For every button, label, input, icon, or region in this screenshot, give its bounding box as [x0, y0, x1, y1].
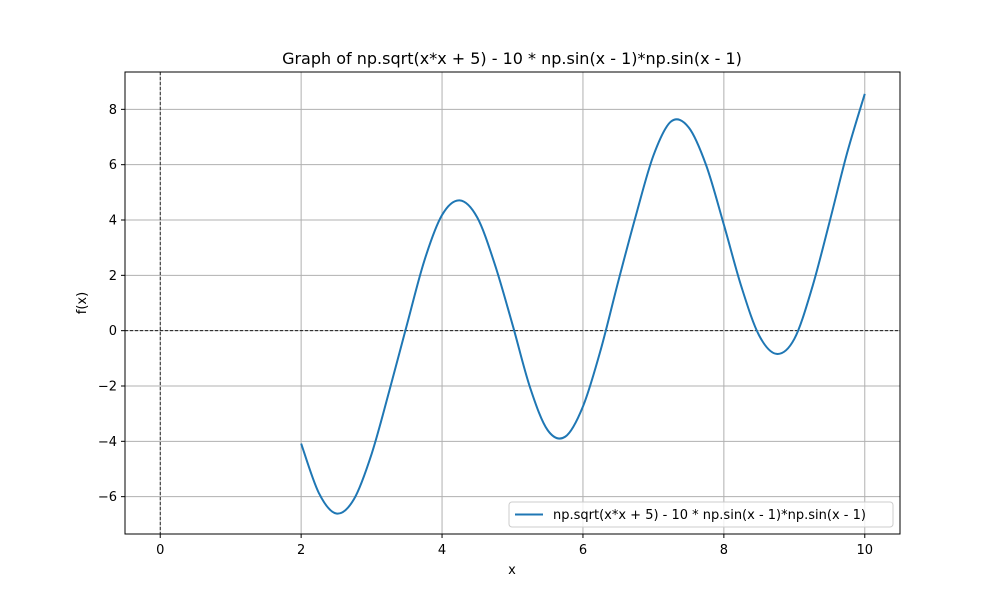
tick-layer: 0 2 4 6 8 10 −6 −4 −2 0 2 4 6 8: [98, 103, 873, 558]
y-tick-label: 0: [109, 324, 117, 339]
series-line: [300, 93, 866, 515]
x-tick-label: 10: [856, 543, 873, 558]
y-tick-label: −2: [98, 379, 117, 394]
y-tick-label: 6: [109, 158, 117, 173]
y-tick-label: 4: [109, 214, 117, 229]
chart-title: Graph of np.sqrt(x*x + 5) - 10 * np.sin(…: [282, 49, 742, 68]
y-tick-label: 2: [109, 269, 117, 284]
x-tick-label: 4: [438, 543, 446, 558]
legend-label: np.sqrt(x*x + 5) - 10 * np.sin(x - 1)*np…: [553, 508, 866, 523]
y-tick-label: −6: [98, 490, 117, 505]
x-tick-label: 2: [297, 543, 305, 558]
legend-box: [508, 501, 894, 528]
y-tick-label: 8: [109, 103, 117, 118]
series-layer: [300, 93, 866, 515]
x-axis-label: x: [508, 563, 516, 578]
plot-frame: [124, 71, 901, 535]
y-tick-label: −4: [98, 435, 117, 450]
y-axis-label: f(x): [75, 292, 90, 314]
plot-area: 0 2 4 6 8 10 −6 −4 −2 0 2 4 6 8: [98, 71, 901, 558]
x-tick-label: 6: [579, 543, 587, 558]
reference-lines: [125, 72, 900, 534]
x-tick-label: 0: [156, 543, 164, 558]
legend: np.sqrt(x*x + 5) - 10 * np.sin(x - 1)*np…: [508, 501, 894, 528]
x-tick-label: 8: [720, 543, 728, 558]
